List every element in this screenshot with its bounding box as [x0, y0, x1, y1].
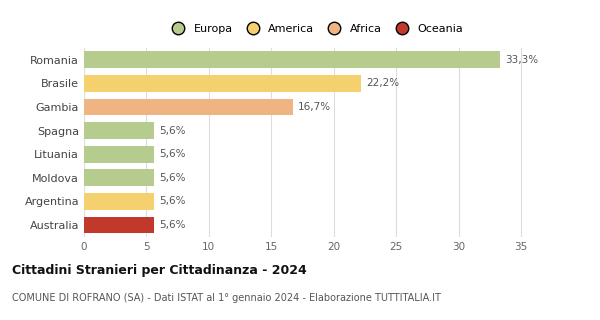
Text: COMUNE DI ROFRANO (SA) - Dati ISTAT al 1° gennaio 2024 - Elaborazione TUTTITALIA: COMUNE DI ROFRANO (SA) - Dati ISTAT al 1…: [12, 293, 441, 303]
Bar: [84, 193, 154, 210]
Text: 22,2%: 22,2%: [366, 78, 400, 88]
Bar: [84, 122, 154, 139]
Text: 5,6%: 5,6%: [159, 196, 185, 206]
Bar: [84, 217, 154, 234]
Bar: [84, 75, 361, 92]
Bar: [84, 99, 293, 116]
Bar: [84, 169, 154, 186]
Text: Cittadini Stranieri per Cittadinanza - 2024: Cittadini Stranieri per Cittadinanza - 2…: [12, 264, 307, 277]
Text: 16,7%: 16,7%: [298, 102, 331, 112]
Text: 5,6%: 5,6%: [159, 220, 185, 230]
Text: 5,6%: 5,6%: [159, 125, 185, 136]
Legend: Europa, America, Africa, Oceania: Europa, America, Africa, Oceania: [163, 20, 467, 38]
Text: 5,6%: 5,6%: [159, 149, 185, 159]
Bar: [84, 146, 154, 163]
Text: 33,3%: 33,3%: [505, 55, 538, 65]
Text: 5,6%: 5,6%: [159, 173, 185, 183]
Bar: [84, 51, 500, 68]
